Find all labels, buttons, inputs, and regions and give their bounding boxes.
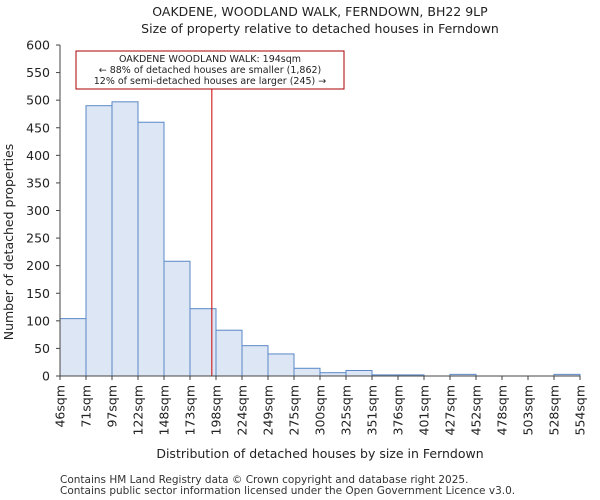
x-tick-label: 427sqm [443, 385, 458, 435]
y-tick-label: 350 [26, 175, 50, 190]
x-tick-label: 275sqm [287, 385, 302, 435]
x-tick-label: 249sqm [261, 385, 276, 435]
bar-249sqm [267, 353, 295, 377]
y-tick-label: 600 [26, 38, 50, 53]
x-tick-label: 122sqm [131, 385, 146, 435]
x-tick-label: 351sqm [365, 385, 380, 435]
x-tick-label: 224sqm [235, 385, 250, 435]
footer-line-1: Contains HM Land Registry data © Crown c… [60, 474, 468, 486]
y-tick-label: 450 [26, 120, 50, 135]
bar-71sqm [85, 105, 113, 377]
x-tick-label: 452sqm [469, 385, 484, 435]
y-tick-label: 550 [26, 65, 50, 80]
y-axis-label: Number of detached properties [1, 144, 16, 341]
bar-122sqm [137, 121, 165, 377]
x-tick-label: 401sqm [417, 385, 432, 435]
x-tick-label: 528sqm [547, 385, 562, 435]
x-tick-label: 503sqm [521, 385, 536, 435]
x-axis-ticks: 46sqm 71sqm 97sqm 122sqm 148sqm 173sqm 198sqm 2… [53, 376, 588, 435]
annotation-line-2: ← 88% of detached houses are smaller (1,… [99, 65, 322, 76]
bar-224sqm [241, 345, 269, 377]
bar-46sqm [59, 318, 87, 377]
x-axis-label: Distribution of detached houses by size … [156, 446, 483, 461]
y-axis-ticks: 0 50 100 150 200 250 300 350 400 450 500 550 600 [26, 38, 60, 384]
x-tick-label: 173sqm [183, 385, 198, 435]
y-tick-label: 0 [42, 369, 50, 384]
y-tick-label: 200 [26, 258, 50, 273]
x-tick-label: 148sqm [157, 385, 172, 435]
y-tick-label: 500 [26, 93, 50, 108]
y-tick-label: 300 [26, 203, 50, 218]
annotation-line-3: 12% of semi-detached houses are larger (… [94, 76, 327, 87]
bar-325sqm [345, 369, 373, 377]
bar-148sqm [163, 260, 191, 377]
chart-subtitle: Size of property relative to detached ho… [141, 21, 499, 36]
x-tick-label: 198sqm [209, 385, 224, 435]
y-tick-label: 400 [26, 148, 50, 163]
annotation-line-1: OAKDENE WOODLAND WALK: 194sqm [119, 54, 301, 65]
y-tick-label: 100 [26, 313, 50, 328]
x-tick-label: 300sqm [313, 385, 328, 435]
bars [59, 101, 581, 377]
x-tick-label: 71sqm [79, 385, 94, 428]
footer-line-2: Contains public sector information licen… [60, 485, 515, 497]
x-tick-label: 376sqm [391, 385, 406, 435]
y-tick-label: 50 [34, 341, 50, 356]
annotation-box: OAKDENE WOODLAND WALK: 194sqm ← 88% of d… [75, 50, 345, 90]
x-tick-label: 325sqm [339, 385, 354, 435]
chart-title: OAKDENE, WOODLAND WALK, FERNDOWN, BH22 9… [152, 4, 488, 19]
bar-275sqm [293, 367, 321, 377]
bar-97sqm [111, 101, 139, 377]
x-tick-label: 478sqm [495, 385, 510, 435]
y-tick-label: 150 [26, 286, 50, 301]
y-tick-label: 250 [26, 231, 50, 246]
x-tick-label: 97sqm [105, 385, 120, 428]
x-tick-label: 554sqm [573, 385, 588, 435]
x-tick-label: 46sqm [53, 385, 68, 428]
bar-198sqm [215, 329, 243, 377]
